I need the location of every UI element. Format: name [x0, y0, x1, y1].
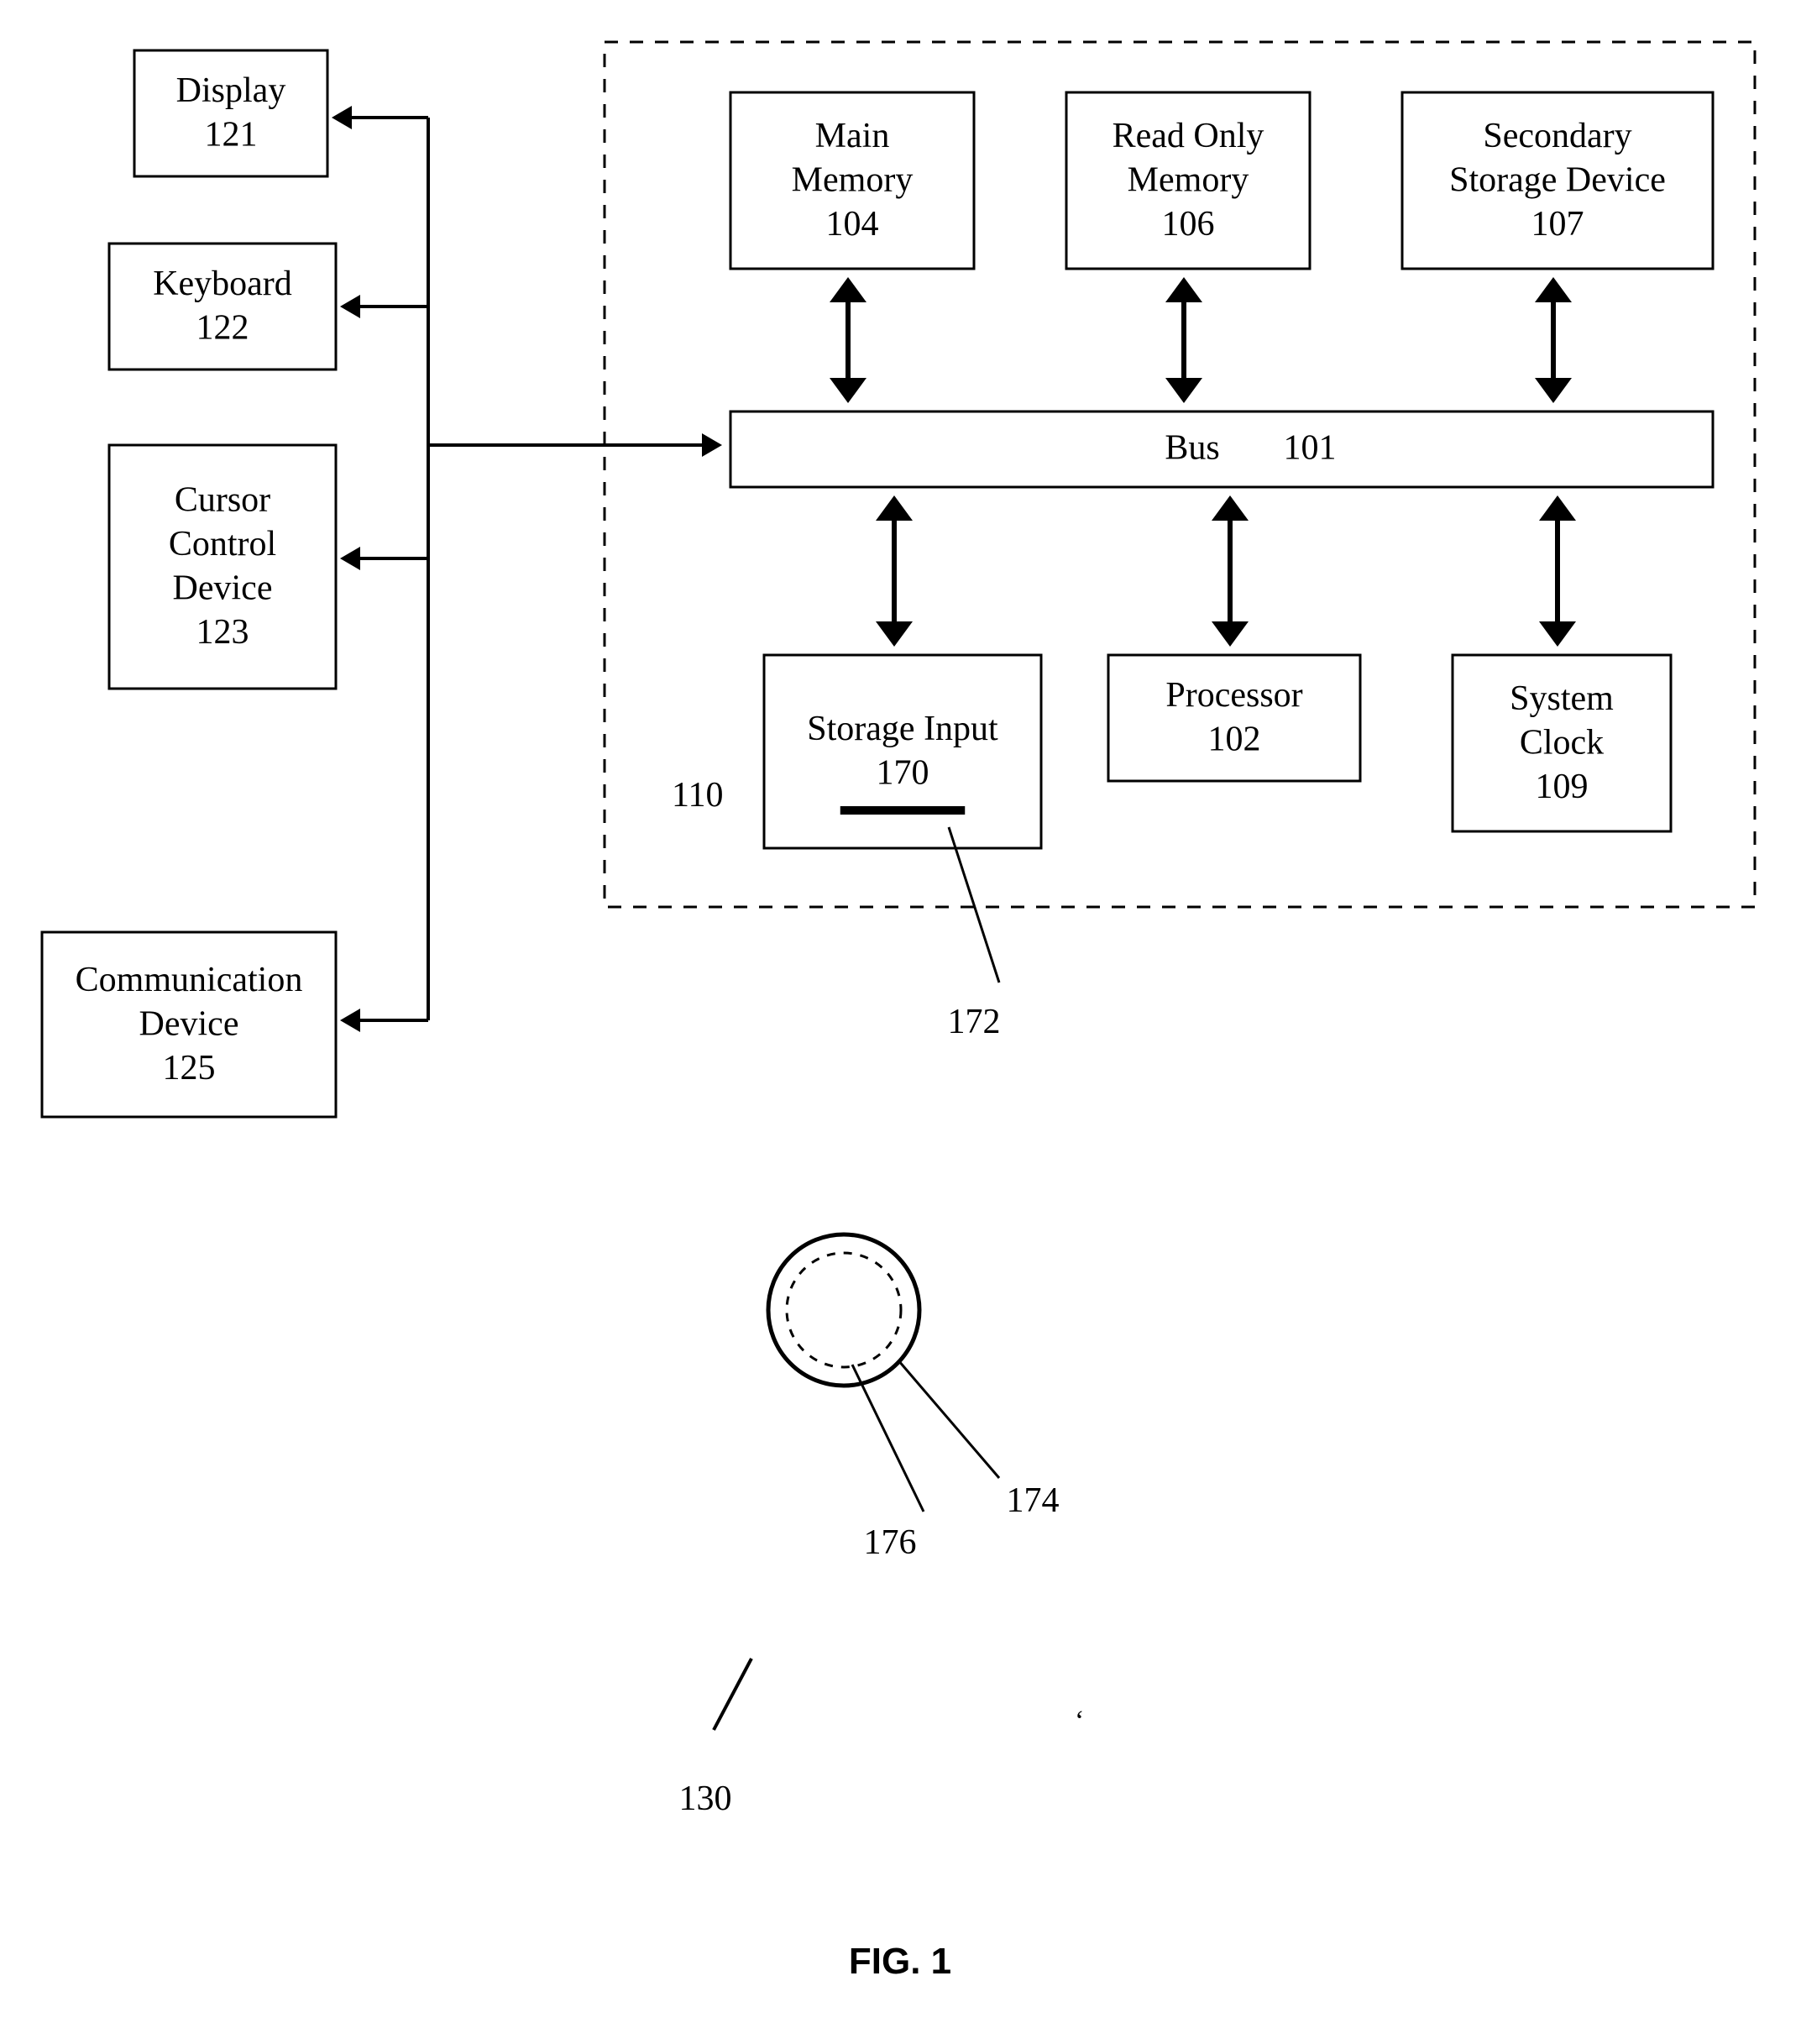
storagein-line-1: 170 — [877, 754, 929, 793]
bus-label: Bus — [1165, 429, 1219, 468]
rom-line-2: 106 — [1162, 205, 1215, 244]
disc-inner — [787, 1253, 901, 1367]
disc-leader-1 — [852, 1365, 924, 1512]
leader-0 — [949, 827, 999, 983]
secstore-line-0: Secondary — [1483, 117, 1631, 155]
cursor-line-3: 123 — [196, 613, 249, 652]
disc-leader-0 — [898, 1360, 999, 1478]
processor-box — [1108, 655, 1360, 781]
secstore-line-2: 107 — [1531, 205, 1584, 244]
processor-line-0: Processor — [1165, 676, 1302, 715]
figure-label: FIG. 1 — [849, 1941, 951, 1982]
stray-mark: ‘ — [1075, 1706, 1084, 1737]
disc-outer — [768, 1234, 919, 1386]
sysclock-line-0: System — [1510, 679, 1614, 718]
bus-box — [730, 411, 1713, 487]
system-container-label: 110 — [672, 776, 723, 815]
keyboard-box — [109, 244, 336, 369]
rom-line-1: Memory — [1128, 160, 1249, 199]
storagein-box — [764, 655, 1041, 848]
label-130: 130 — [679, 1779, 732, 1818]
comm-line-0: Communication — [76, 961, 303, 999]
cursor-line-1: Control — [169, 525, 276, 563]
mainmem-line-0: Main — [815, 117, 890, 155]
processor-line-1: 102 — [1208, 721, 1261, 759]
keyboard-line-0: Keyboard — [153, 265, 292, 303]
keyboard-line-1: 122 — [196, 309, 249, 348]
tick-130 — [714, 1659, 751, 1730]
disc-leader-label-1: 176 — [864, 1523, 917, 1562]
bus-num: 101 — [1284, 429, 1337, 468]
mainmem-line-2: 104 — [826, 205, 879, 244]
display-box — [134, 50, 327, 176]
storagein-line-0: Storage Input — [807, 710, 998, 748]
mainmem-line-1: Memory — [792, 160, 914, 199]
display-line-1: 121 — [205, 116, 258, 155]
sysclock-line-2: 109 — [1536, 768, 1589, 806]
rom-line-0: Read Only — [1113, 117, 1264, 155]
cursor-line-0: Cursor — [175, 481, 270, 520]
comm-line-1: Device — [139, 1004, 239, 1043]
cursor-line-2: Device — [173, 569, 273, 608]
storage-slot — [840, 806, 966, 815]
secstore-line-1: Storage Device — [1449, 160, 1666, 199]
sysclock-line-1: Clock — [1520, 723, 1604, 762]
display-line-0: Display — [176, 71, 286, 110]
leader-label-0: 172 — [948, 1003, 1001, 1041]
comm-line-2: 125 — [163, 1049, 216, 1088]
disc-leader-label-0: 174 — [1007, 1481, 1060, 1520]
